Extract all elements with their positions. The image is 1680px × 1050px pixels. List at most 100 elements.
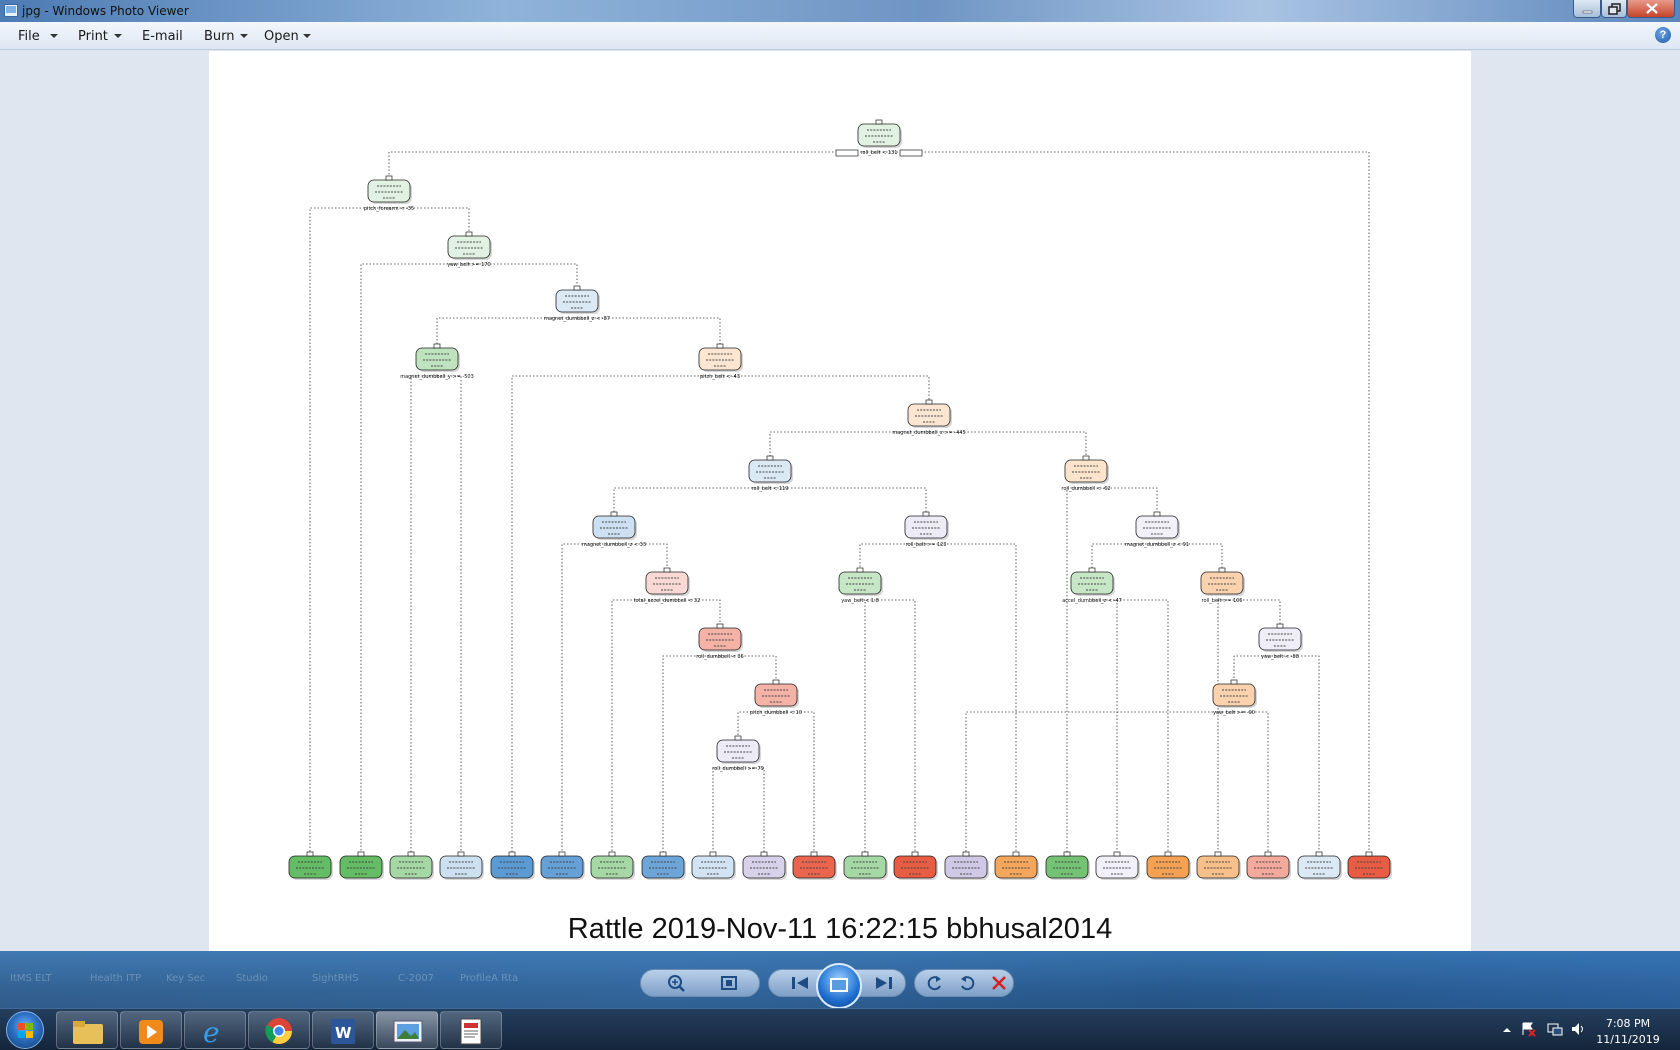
leaf-node [893,851,938,880]
clock-time[interactable]: 7:08 PM [1605,1017,1651,1030]
taskbar-media-player[interactable] [120,1011,182,1049]
split-label: roll_belt >= 123 [906,542,947,548]
tree-node [367,175,412,204]
taskbar: ItMS ELT Health ITP Key Sec Studio Sight… [0,951,1680,1050]
media-player-icon [139,1020,163,1044]
tree-edges [309,151,1370,855]
leaf-node [490,851,535,880]
tree-node [415,343,460,372]
chrome-icon [265,1018,293,1045]
taskbar-photo-viewer[interactable] [376,1011,438,1049]
tree-node [1135,511,1180,540]
taskbar-document[interactable] [440,1011,502,1049]
tree-edge [860,599,916,855]
taskbar-word[interactable]: W [312,1011,374,1049]
taskbar-chrome[interactable] [248,1011,310,1049]
network-icon[interactable] [1546,1021,1564,1037]
leaf-node [1146,851,1191,880]
actual-size-icon[interactable] [718,973,740,993]
menu-open[interactable]: Open [264,29,299,44]
split-label: roll_belt >= 106 [1202,598,1243,604]
ghost-label: Studio [236,973,268,984]
tree-node [838,567,883,596]
tree-node [1212,679,1257,708]
split-label: yaw_belt < -88 [1261,654,1299,660]
windows-logo-icon [18,1023,33,1038]
leaf-node [1347,851,1392,880]
tree-edge [712,767,738,855]
leaf-node [1095,851,1140,880]
leaf-node [1246,851,1291,880]
rotate-clockwise-icon[interactable] [956,973,978,993]
show-hidden-icons[interactable] [1500,1023,1514,1037]
tree-edge [738,767,765,855]
image-viewer: roll_belt < 131 pitch_forearm < -35 yaw_be… [0,51,1680,951]
zoom-icon[interactable] [666,973,688,993]
print-dropdown-icon[interactable] [114,34,122,38]
leaf-node [944,851,989,880]
slideshow-icon [830,978,848,992]
action-center-icon[interactable] [1520,1021,1536,1037]
leaf-node [843,851,888,880]
menu-email[interactable]: E-mail [142,29,183,44]
desktop-background-strip: ItMS ELT Health ITP Key Sec Studio Sight… [0,951,1680,1009]
burn-dropdown-icon[interactable] [240,34,248,38]
leaf-node [339,851,384,880]
next-icon[interactable] [870,973,896,993]
tree-edge [389,207,470,235]
tree-edge [1066,487,1086,855]
document-icon [460,1018,482,1045]
tree-edge [859,543,926,571]
tree-edge [614,543,668,571]
tree-edge [1233,655,1280,683]
ghost-label: SightRHS [312,973,359,984]
tree-edge [1086,487,1158,515]
ghost-label: Key Sec [166,973,206,984]
split-label: yaw_belt >= -90 [1213,710,1255,716]
split-label: accel_dumbbell_z < -47 [1062,598,1122,604]
yes-box [835,149,859,157]
tree-edge [770,487,927,515]
image-caption: Rattle 2019-Nov-11 16:22:15 bbhusal2014 [567,913,1113,945]
menu-print[interactable]: Print [78,29,108,44]
tree-edge [776,711,815,855]
tree-node [555,285,600,314]
tree-edge [360,263,469,855]
help-icon[interactable]: ? [1655,27,1671,43]
ghost-label: C-2007 [398,973,435,984]
rotate-counterclockwise-icon[interactable] [924,973,946,993]
restore-icon [1608,3,1621,15]
split-label: roll_dumbbell < 36 [696,654,743,660]
viewer-controls [640,963,1040,1009]
tree-edge [611,599,667,855]
clock-date[interactable]: 11/11/2019 [1596,1033,1660,1046]
tree-edge [561,543,614,855]
split-label: total_accel_dumbbell < 32 [634,598,701,604]
tree-node [1070,567,1115,596]
tree-edge [926,543,1017,855]
photo-viewer-icon [393,1020,423,1043]
leaf-node [439,851,484,880]
volume-icon[interactable] [1570,1021,1586,1037]
open-dropdown-icon[interactable] [303,34,311,38]
menu-file[interactable]: File [18,29,40,44]
tree-node [748,455,793,484]
menu-burn[interactable]: Burn [204,29,235,44]
file-dropdown-icon[interactable] [50,34,58,38]
taskbar-explorer[interactable] [56,1011,118,1049]
svg-text:e: e [203,1016,220,1046]
tree-edge [720,655,777,683]
maximize-button[interactable] [1601,0,1627,18]
leaf-node [1045,851,1090,880]
split-label: magnet_dumbbell_y >= -503 [400,374,474,380]
tree-node [645,567,690,596]
delete-icon[interactable] [988,973,1010,993]
tree-node [857,119,902,148]
close-button[interactable] [1627,0,1675,18]
minimize-button[interactable] [1573,0,1601,18]
taskbar-internet-explorer[interactable]: e [184,1011,246,1049]
split-label: magnet_dumbbell_z < 91 [1125,542,1189,548]
previous-icon[interactable] [788,973,814,993]
start-button[interactable] [6,1011,44,1049]
slideshow-button[interactable] [816,963,862,1009]
